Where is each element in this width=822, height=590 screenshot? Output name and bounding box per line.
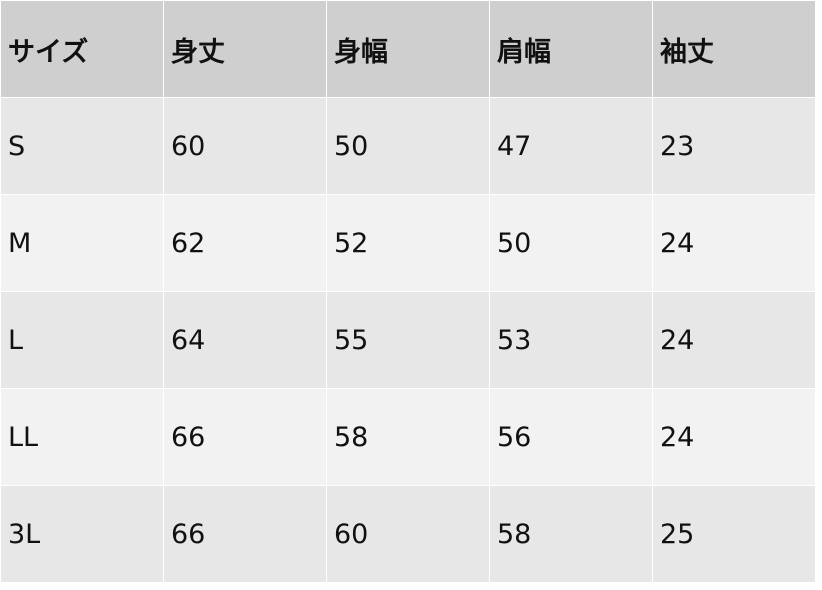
cell-size: LL	[0, 388, 164, 486]
cell-width: 60	[326, 485, 490, 583]
table-row: M 62 52 50 24	[0, 194, 816, 292]
cell-size: 3L	[0, 485, 164, 583]
cell-width: 58	[326, 388, 490, 486]
cell-size: L	[0, 291, 164, 389]
header-size: サイズ	[0, 0, 164, 98]
table-row: S 60 50 47 23	[0, 97, 816, 195]
table-row: LL 66 58 56 24	[0, 388, 816, 486]
cell-shoulder: 58	[489, 485, 653, 583]
cell-sleeve: 24	[652, 291, 816, 389]
cell-sleeve: 24	[652, 194, 816, 292]
cell-width: 50	[326, 97, 490, 195]
cell-shoulder: 47	[489, 97, 653, 195]
cell-shoulder: 56	[489, 388, 653, 486]
header-shoulder: 肩幅	[489, 0, 653, 98]
cell-shoulder: 50	[489, 194, 653, 292]
header-length: 身丈	[163, 0, 327, 98]
cell-length: 60	[163, 97, 327, 195]
cell-size: S	[0, 97, 164, 195]
cell-width: 52	[326, 194, 490, 292]
cell-size: M	[0, 194, 164, 292]
cell-width: 55	[326, 291, 490, 389]
cell-shoulder: 53	[489, 291, 653, 389]
cell-sleeve: 25	[652, 485, 816, 583]
header-sleeve: 袖丈	[652, 0, 816, 98]
header-width: 身幅	[326, 0, 490, 98]
cell-sleeve: 23	[652, 97, 816, 195]
cell-length: 62	[163, 194, 327, 292]
table-row: L 64 55 53 24	[0, 291, 816, 389]
cell-sleeve: 24	[652, 388, 816, 486]
cell-length: 66	[163, 388, 327, 486]
header-row: サイズ 身丈 身幅 肩幅 袖丈	[0, 0, 816, 98]
cell-length: 64	[163, 291, 327, 389]
table-row: 3L 66 60 58 25	[0, 485, 816, 583]
cell-length: 66	[163, 485, 327, 583]
